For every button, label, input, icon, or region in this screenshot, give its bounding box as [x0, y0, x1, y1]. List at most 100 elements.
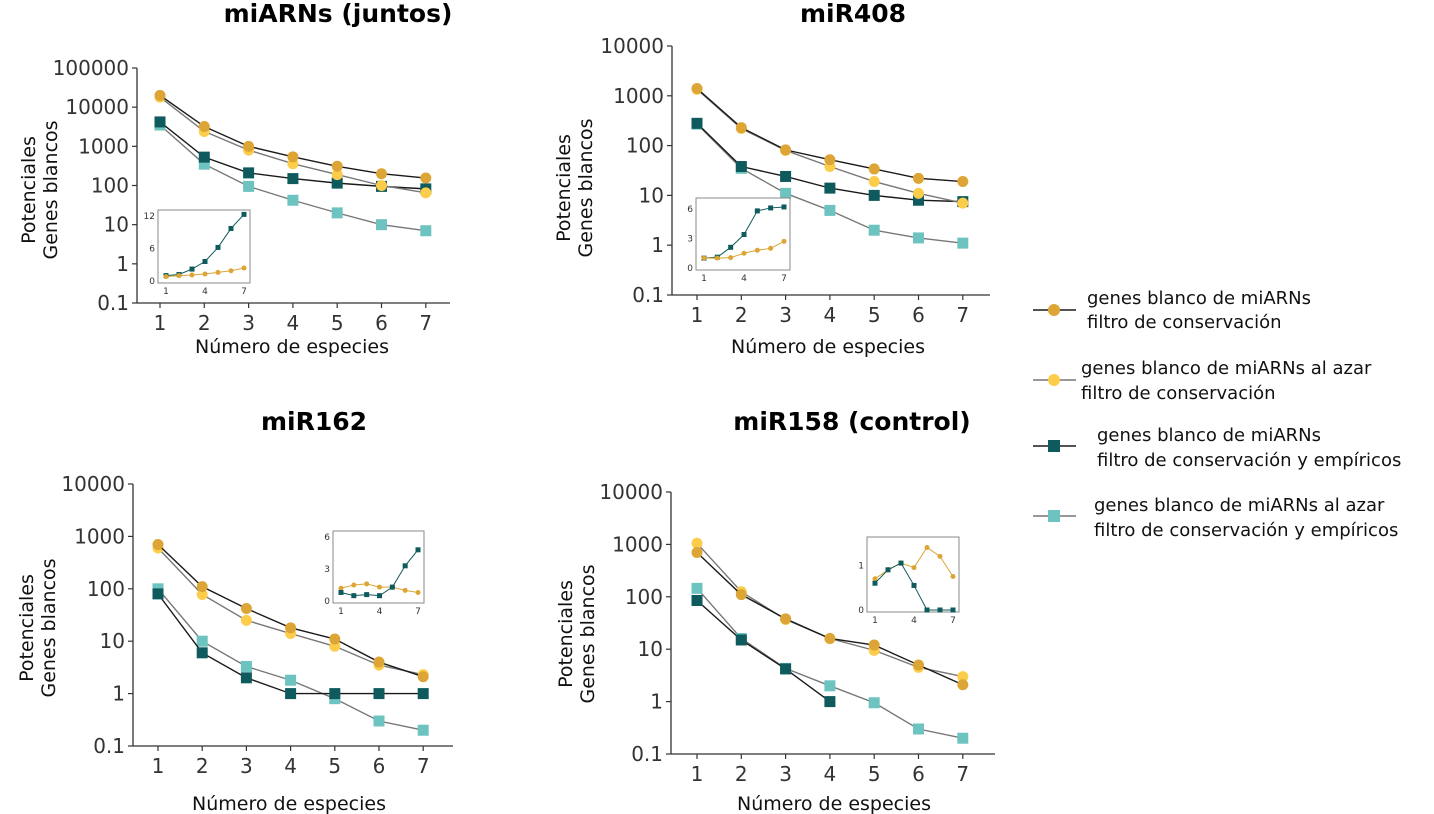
data-point	[152, 588, 164, 600]
inset-series-2	[701, 238, 787, 261]
data-point	[824, 633, 836, 645]
inset-data-point	[768, 245, 774, 251]
inset-data-point	[364, 581, 370, 587]
series-4	[154, 119, 432, 237]
legend-item-1: genes blanco de miARNs filtro de conserva…	[1033, 288, 1311, 333]
y-tick-label: 0.1	[632, 283, 664, 307]
data-point	[329, 633, 341, 645]
x-axis-label: Número de especies	[737, 793, 931, 814]
legend-label-line2: filtro de conservación y empíricos	[1094, 520, 1398, 541]
x-tick-label: 5	[868, 762, 881, 786]
y-tick-label: 1	[650, 690, 663, 714]
data-point	[420, 225, 432, 237]
data-point	[824, 204, 836, 216]
inset-data-point	[338, 585, 344, 591]
x-tick-label: 1	[154, 311, 167, 335]
y-tick-label: 10	[100, 629, 125, 653]
data-point	[285, 688, 297, 700]
data-point	[780, 663, 792, 675]
data-point	[957, 732, 969, 744]
data-point	[691, 537, 703, 549]
x-tick-label: 1	[691, 762, 704, 786]
inset-data-point	[228, 225, 234, 231]
inset-data-point	[872, 580, 878, 586]
data-point	[331, 207, 343, 219]
inset-data-point	[189, 272, 195, 278]
series-3	[152, 588, 429, 700]
inset-data-point	[202, 259, 208, 264]
data-point	[824, 154, 836, 166]
data-point	[196, 588, 208, 600]
data-point	[780, 144, 792, 156]
data-point	[957, 679, 969, 691]
legend-label-line2: filtro de conservación y empíricos	[1097, 450, 1401, 471]
data-point	[198, 121, 210, 133]
legend-marker	[1048, 440, 1060, 452]
y-axis-label: Potenciales Genes blancos	[555, 564, 599, 703]
chart-title: miR158 (control)	[733, 407, 970, 436]
legend-label-line1: genes blanco de miARNs	[1087, 288, 1311, 309]
inset-data-point	[176, 273, 182, 279]
x-tick-label: 2	[198, 311, 211, 335]
data-point	[152, 539, 164, 551]
inset-data-point	[389, 584, 395, 590]
data-point	[154, 116, 166, 128]
inset-data-point	[402, 587, 408, 593]
inset-data-point	[701, 255, 707, 261]
chart-title: miR162	[261, 407, 367, 436]
x-tick-label: 3	[779, 303, 792, 327]
inset-x-tick-label: 1	[338, 607, 344, 617]
inset-x-tick-label: 4	[202, 287, 208, 297]
y-tick-label: 10	[639, 183, 664, 207]
data-point	[913, 232, 924, 244]
y-tick-label: 100	[626, 134, 664, 158]
y-tick-label: 1000	[78, 134, 129, 158]
inset-data-point	[741, 250, 747, 256]
chart-title: miR408	[800, 0, 906, 28]
data-point	[331, 177, 343, 189]
data-point	[824, 680, 836, 692]
series-1	[691, 547, 969, 691]
x-tick-label: 6	[912, 303, 925, 327]
data-point	[240, 603, 252, 615]
inset-data-point	[911, 582, 917, 588]
x-axis-label: Número de especies	[731, 336, 925, 358]
inset-data-point	[338, 589, 344, 595]
y-tick-label: 100	[91, 174, 129, 198]
inset-series-2	[872, 560, 956, 613]
y-axis-label-line2: Genes blancos	[575, 118, 597, 257]
inset-x-tick-label: 7	[241, 287, 247, 297]
x-tick-label: 4	[287, 311, 300, 335]
data-point	[868, 639, 880, 651]
panels: miARNs (juntos)0.11101001000100001000001…	[16, 0, 995, 814]
inset-data-point	[950, 574, 956, 579]
data-point	[331, 169, 343, 181]
x-tick-label: 6	[373, 754, 386, 778]
y-tick-label: 100000	[53, 56, 129, 80]
data-point	[287, 151, 299, 163]
inset-data-point	[241, 265, 247, 271]
inset-frame	[332, 530, 425, 604]
x-tick-label: 1	[691, 303, 704, 327]
inset-data-point	[714, 255, 720, 261]
data-point	[691, 83, 703, 95]
legend-marker	[1048, 374, 1060, 386]
data-point	[735, 122, 747, 134]
data-point	[691, 117, 703, 129]
x-tick-label: 5	[868, 303, 881, 327]
y-axis-label: Potenciales Genes blancos	[18, 120, 62, 259]
data-point	[691, 594, 703, 606]
x-tick-label: 4	[824, 762, 837, 786]
data-point	[329, 688, 341, 700]
data-point	[420, 187, 432, 199]
inset-data-point	[415, 589, 421, 595]
inset-data-point	[885, 567, 891, 573]
data-point	[373, 688, 385, 700]
x-tick-label: 7	[419, 311, 432, 335]
legend-item-2: genes blanco de miARNs al azar filtro de …	[1033, 358, 1372, 404]
inset-data-point	[202, 271, 208, 277]
inset-frame	[157, 209, 251, 284]
x-tick-label: 7	[417, 754, 430, 778]
